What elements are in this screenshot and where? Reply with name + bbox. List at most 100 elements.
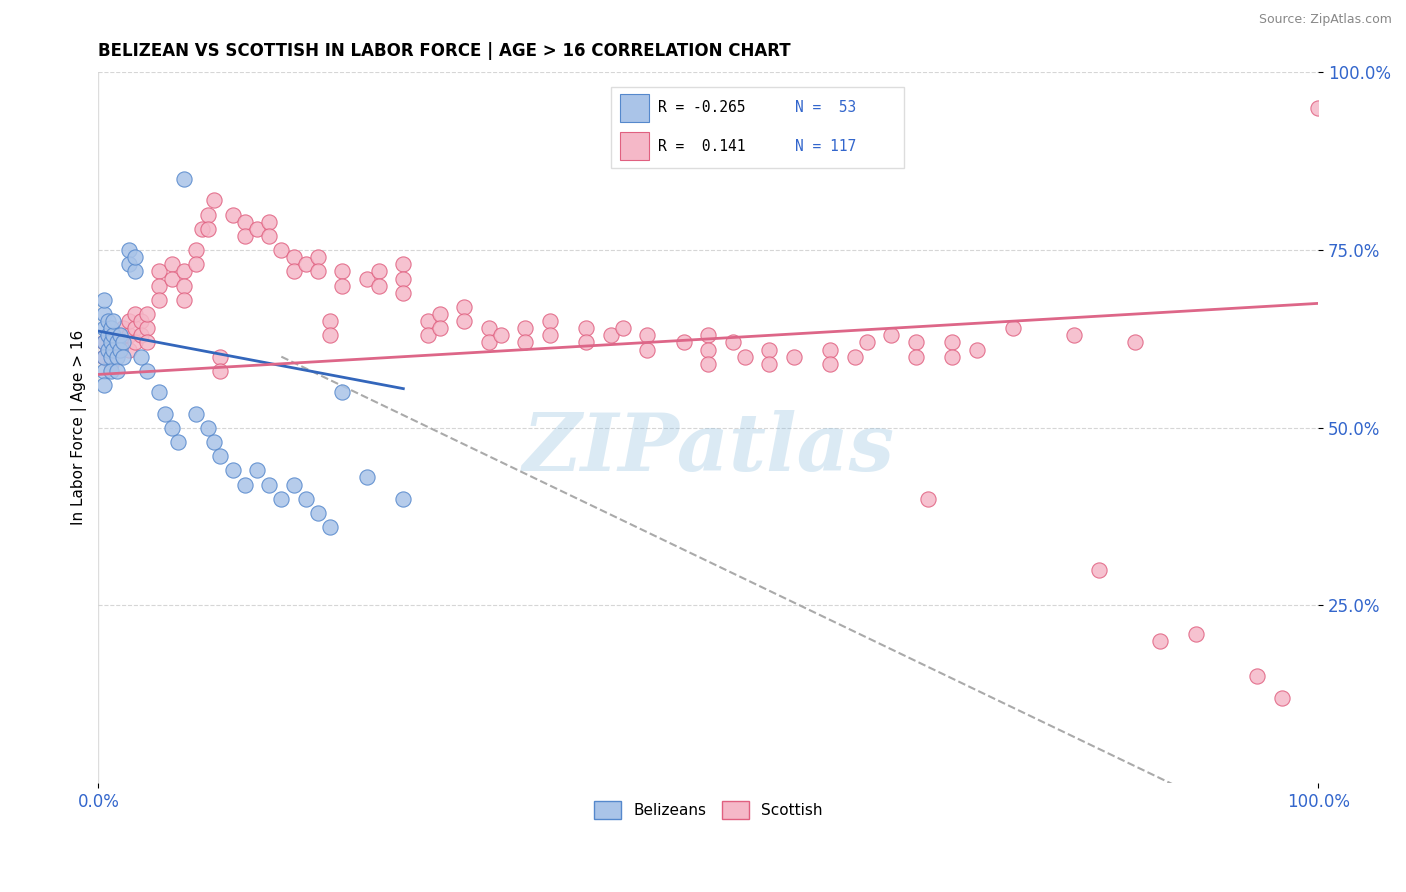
Point [575,335,598,350]
Point [392,257,415,271]
Point [636,343,658,357]
Point [136,364,159,378]
Point [221,463,243,477]
Point [209,449,232,463]
Point [160,421,183,435]
Point [100,343,122,357]
Point [721,335,744,350]
Point [105,350,128,364]
Point [257,477,280,491]
Point [191,221,214,235]
Point [257,214,280,228]
Point [166,434,188,449]
Point [1271,690,1294,705]
Point [221,208,243,222]
Point [148,385,170,400]
Point [1002,321,1025,335]
Point [93,335,115,350]
Point [319,314,342,328]
Point [124,250,146,264]
Point [307,264,329,278]
Point [880,328,903,343]
Point [124,335,146,350]
Point [941,335,963,350]
Point [636,328,658,343]
Point [105,343,128,357]
Point [966,343,988,357]
Point [820,343,842,357]
Point [538,328,561,343]
Point [575,321,598,335]
Point [515,321,537,335]
Point [97,328,120,343]
Point [101,314,124,328]
Point [429,321,451,335]
Point [173,293,195,307]
Point [148,278,170,293]
Point [392,271,415,285]
Point [330,264,353,278]
Point [1063,328,1085,343]
Point [319,520,342,534]
Point [758,343,780,357]
Point [110,343,132,357]
Point [184,257,207,271]
Point [105,335,128,350]
Point [1246,669,1268,683]
Text: ZIPatlas: ZIPatlas [522,410,894,488]
Point [1185,627,1208,641]
Point [599,328,621,343]
Point [97,343,120,357]
Point [1123,335,1146,350]
Point [100,364,122,378]
Y-axis label: In Labor Force | Age > 16: In Labor Force | Age > 16 [72,330,87,525]
Point [1308,101,1330,115]
Point [93,307,115,321]
Point [1087,563,1109,577]
Point [783,350,806,364]
Point [904,335,927,350]
Point [515,335,537,350]
Point [93,364,115,378]
Point [416,314,439,328]
Point [941,350,963,364]
Point [124,264,146,278]
Point [246,221,269,235]
Point [478,321,501,335]
Point [97,314,120,328]
Point [100,328,122,343]
Point [118,314,141,328]
Point [197,421,219,435]
Point [294,491,316,506]
Point [820,357,842,371]
Point [356,271,378,285]
Point [904,350,927,364]
Text: Source: ZipAtlas.com: Source: ZipAtlas.com [1258,13,1392,27]
Point [917,491,939,506]
Point [111,350,134,364]
Point [160,271,183,285]
Point [124,321,146,335]
Point [148,293,170,307]
Legend: Belizeans, Scottish: Belizeans, Scottish [588,796,830,825]
Point [368,278,391,293]
Point [844,350,866,364]
Point [118,257,141,271]
Point [129,314,152,328]
Point [233,228,256,243]
Point [246,463,269,477]
Point [453,314,475,328]
Point [105,364,128,378]
Point [100,335,122,350]
Point [489,328,512,343]
Point [672,335,695,350]
Point [110,328,132,343]
Point [330,278,353,293]
Point [136,321,159,335]
Point [856,335,879,350]
Point [758,357,780,371]
Point [697,328,720,343]
Point [136,335,159,350]
Point [319,328,342,343]
Point [202,194,225,208]
